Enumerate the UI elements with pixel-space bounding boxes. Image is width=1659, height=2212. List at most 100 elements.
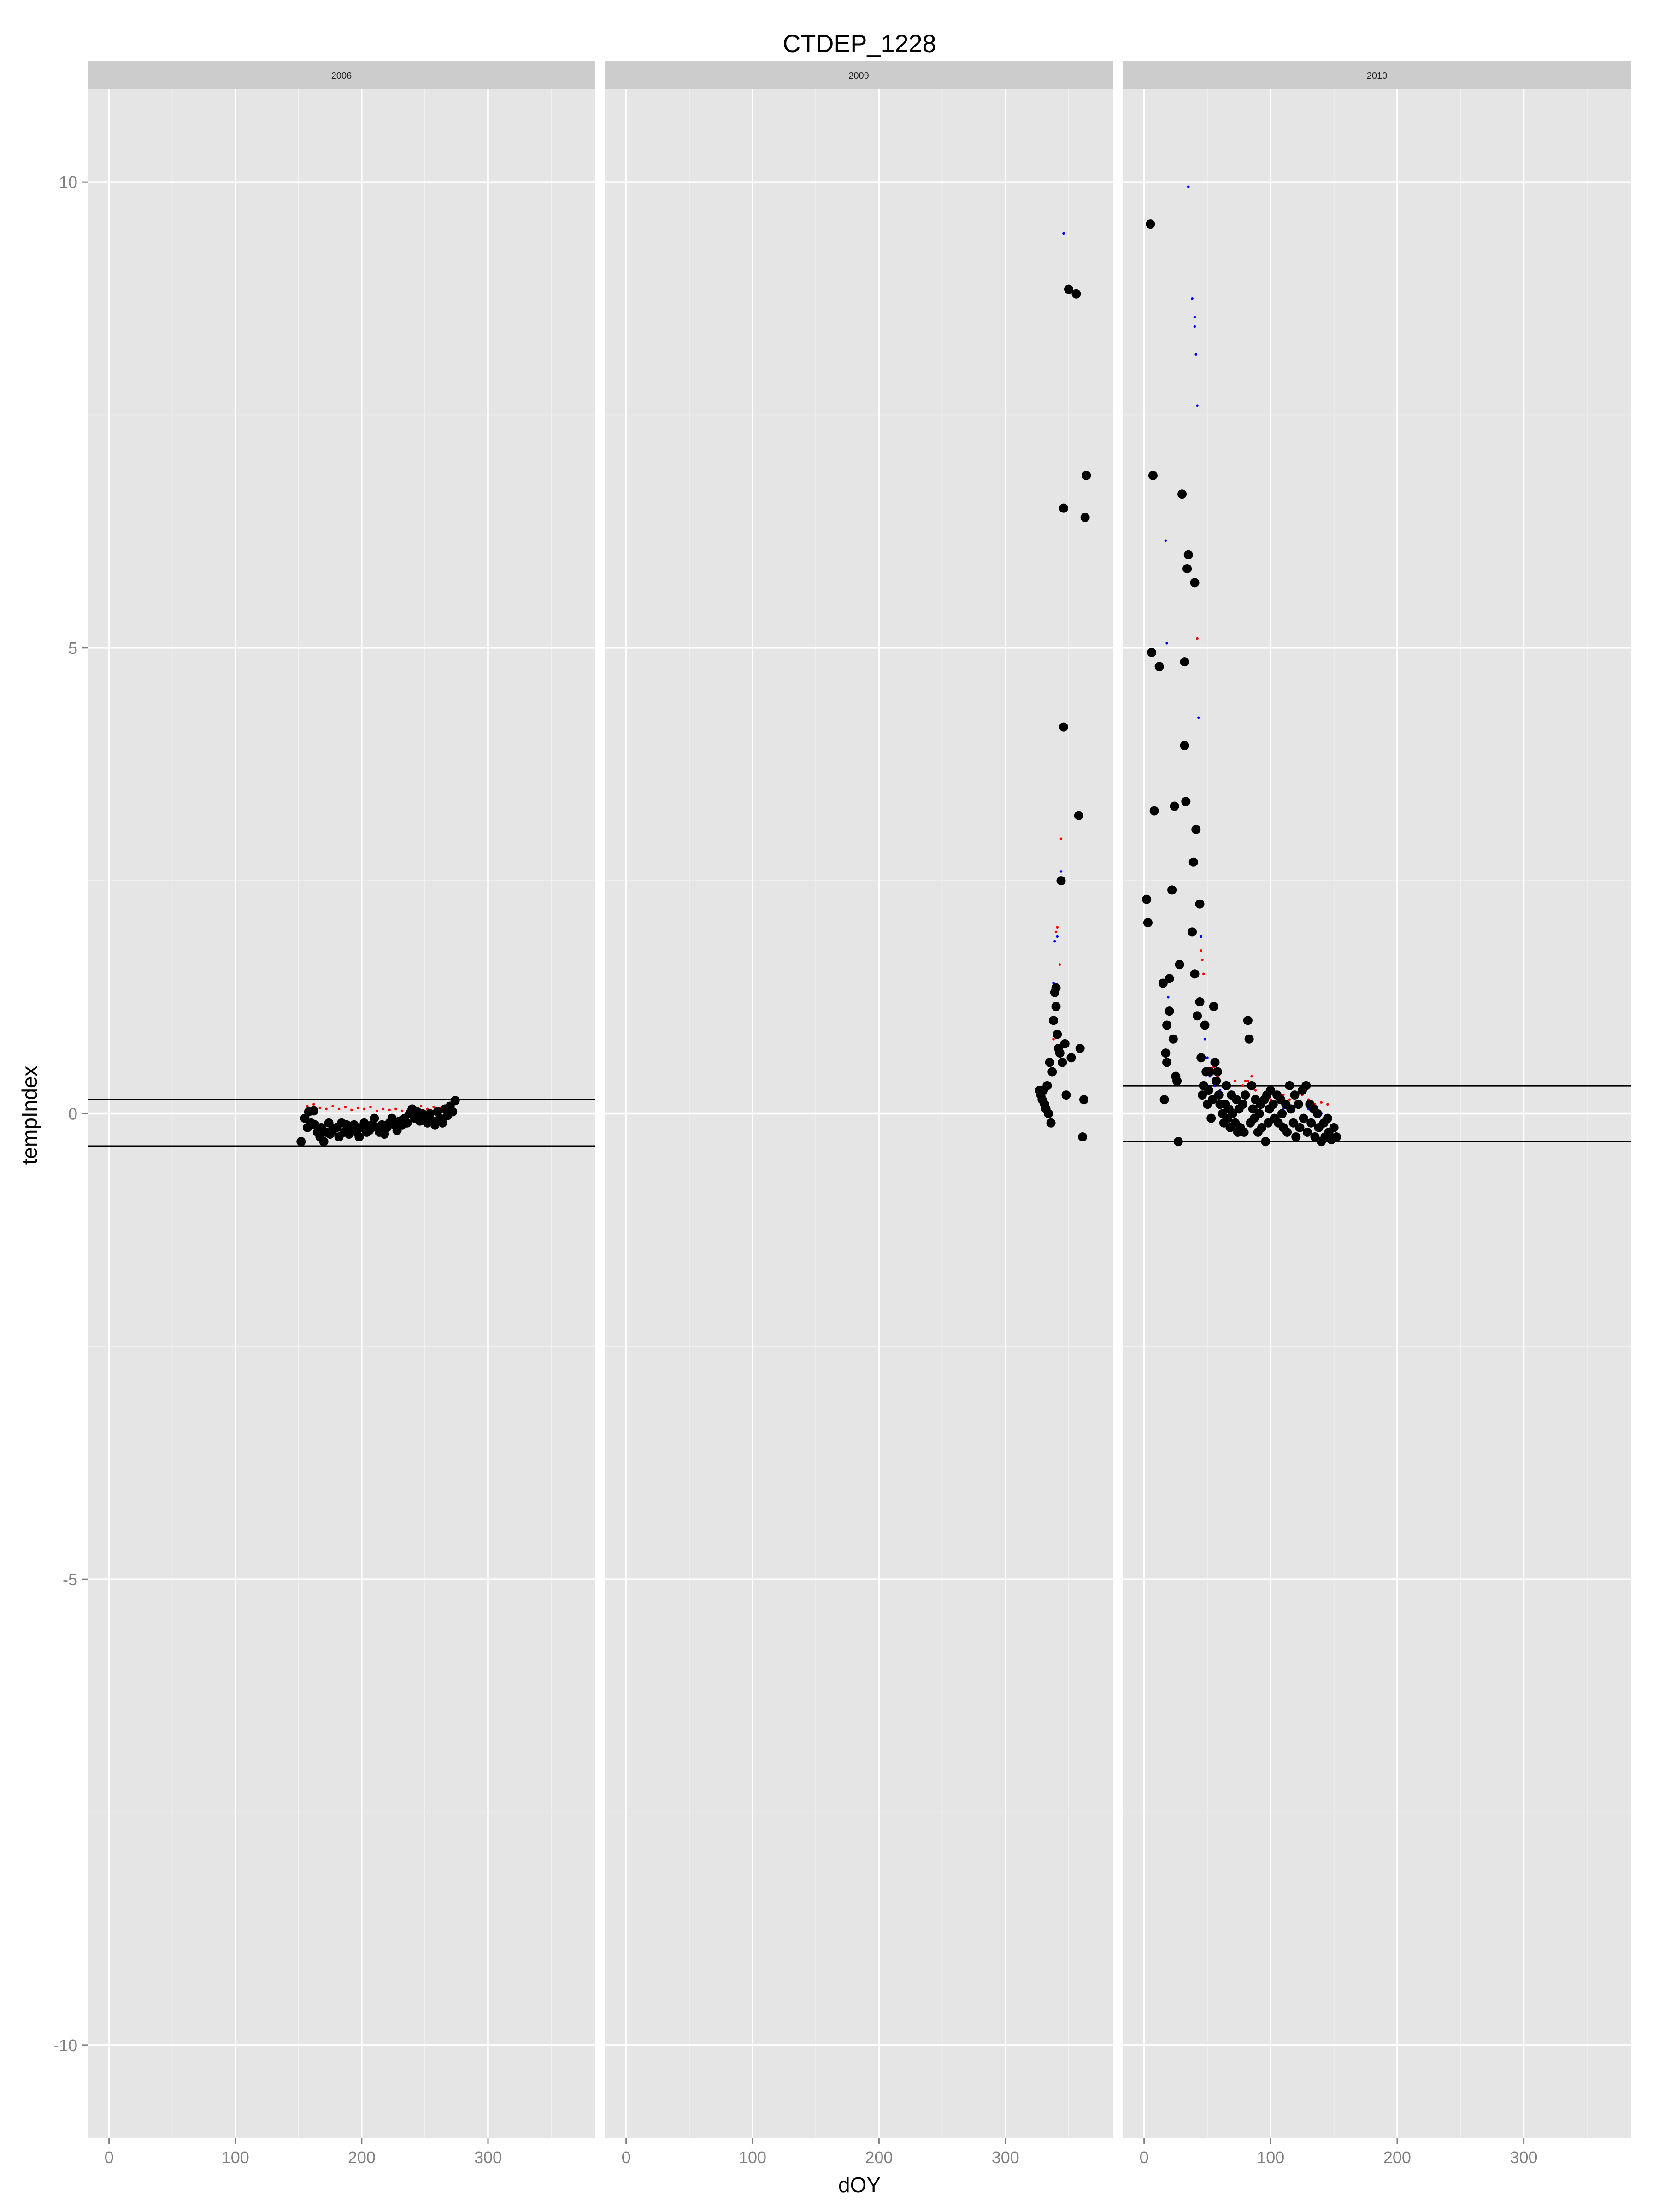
data-point [1205, 1067, 1215, 1077]
data-point [1142, 894, 1152, 904]
blue-point [1053, 940, 1056, 943]
y-tick-label: 0 [68, 1105, 77, 1124]
data-point [1074, 811, 1083, 820]
red-point [432, 1106, 435, 1109]
data-point [1238, 1100, 1247, 1109]
facet-strip-label: 2010 [1367, 71, 1388, 81]
x-axis-title: dOY [838, 2173, 881, 2197]
red-point [369, 1106, 372, 1109]
data-point [370, 1113, 379, 1123]
red-point [400, 1109, 404, 1112]
red-point [350, 1108, 353, 1112]
data-point [1183, 550, 1193, 559]
data-point [1228, 1109, 1237, 1118]
data-point [425, 1109, 435, 1118]
data-point [349, 1120, 359, 1130]
data-point [1193, 1011, 1202, 1021]
data-point [1177, 489, 1187, 499]
red-point [388, 1108, 391, 1112]
data-point [1042, 1081, 1052, 1090]
data-point [1263, 1118, 1273, 1128]
data-point [1082, 471, 1091, 480]
data-point [1261, 1137, 1271, 1147]
data-point [1204, 1085, 1213, 1095]
data-point [1175, 960, 1184, 970]
data-point [1198, 1090, 1207, 1100]
data-point [1191, 824, 1201, 834]
red-point [375, 1109, 378, 1112]
blue-point [1206, 1056, 1209, 1059]
blue-point [1193, 325, 1196, 328]
data-point [1162, 1058, 1172, 1067]
data-point [1254, 1109, 1264, 1118]
red-point [337, 1107, 341, 1111]
data-point [1148, 471, 1158, 480]
red-point [1196, 637, 1199, 640]
facet-strip [605, 61, 1113, 89]
facet-strip [88, 61, 595, 89]
data-point [359, 1118, 369, 1128]
data-point [1210, 1058, 1220, 1067]
blue-point [1197, 716, 1200, 719]
blue-point [1203, 1037, 1206, 1041]
data-point [1181, 797, 1191, 806]
blue-point [1187, 185, 1190, 188]
red-point [325, 1107, 328, 1111]
data-point [1064, 284, 1073, 294]
data-point [1257, 1123, 1267, 1132]
x-tick-label: 100 [1257, 2148, 1284, 2167]
data-point [1158, 978, 1168, 988]
red-point [1058, 963, 1061, 966]
blue-point [1164, 539, 1167, 542]
x-tick-label: 200 [1383, 2148, 1411, 2167]
data-point [1291, 1132, 1301, 1142]
data-point [1180, 741, 1189, 751]
y-tick-label: 5 [68, 639, 77, 658]
x-tick-label: 0 [105, 2148, 114, 2167]
data-point [1209, 1002, 1218, 1012]
x-tick-label: 200 [348, 2148, 376, 2167]
data-point [1248, 1104, 1258, 1114]
data-point [1243, 1016, 1253, 1025]
red-point [1234, 1079, 1237, 1082]
x-tick-label: 0 [1140, 2148, 1149, 2167]
data-point [430, 1120, 440, 1130]
blue-point [1196, 404, 1199, 407]
data-point [1290, 1090, 1300, 1100]
data-point [1167, 885, 1177, 895]
data-point [1046, 1118, 1056, 1128]
data-point [1168, 1034, 1178, 1044]
facet-2006: 2006 0 100 200 300 -10 -5 0 5 10 [53, 61, 595, 2167]
data-point [319, 1137, 329, 1147]
data-point [1295, 1123, 1305, 1132]
data-point [1190, 578, 1200, 588]
data-point [1244, 1034, 1254, 1044]
data-point [1212, 1076, 1221, 1086]
red-point [1056, 926, 1059, 929]
data-point [1266, 1085, 1276, 1095]
facet-2009: 2009 0 100 200 300 [605, 61, 1113, 2167]
data-point [354, 1132, 364, 1142]
data-point [1080, 512, 1090, 522]
red-point [1250, 1075, 1253, 1078]
data-point [1045, 1058, 1054, 1067]
data-point [1078, 1132, 1088, 1142]
red-point [1254, 1089, 1257, 1092]
blue-point [1056, 935, 1059, 938]
data-point [1206, 1113, 1216, 1123]
x-tick-label: 300 [1510, 2148, 1538, 2167]
red-point [419, 1105, 423, 1108]
data-point [1332, 1132, 1341, 1142]
data-point [1146, 219, 1155, 229]
data-point [1222, 1081, 1231, 1090]
x-tick-label: 100 [222, 2148, 249, 2167]
y-axis-title: tempIndex [18, 1066, 41, 1165]
red-point [1288, 1098, 1291, 1101]
red-point [318, 1106, 322, 1110]
blue-point [1165, 641, 1168, 645]
red-point [1054, 930, 1058, 934]
data-point [438, 1118, 447, 1128]
data-point [1232, 1095, 1241, 1105]
data-point [1165, 974, 1174, 983]
data-point [1180, 657, 1189, 667]
